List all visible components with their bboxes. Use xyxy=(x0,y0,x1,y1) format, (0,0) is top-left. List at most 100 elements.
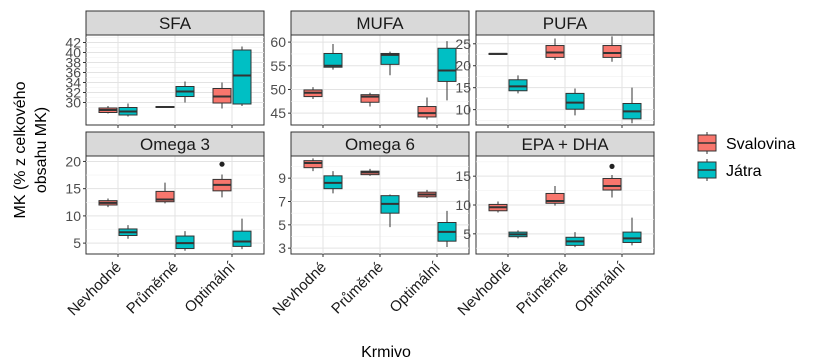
box-svalovina-0 xyxy=(303,87,323,99)
facet-strip xyxy=(475,131,655,157)
y-tick-label: 7 xyxy=(278,194,286,210)
y-tick-label: 15 xyxy=(455,80,471,96)
y-tick-label: 60 xyxy=(270,34,286,50)
x-tick-label: Nevhodné xyxy=(64,259,124,319)
box-svalovina-0 xyxy=(303,158,323,172)
y-tick-label: 15 xyxy=(65,181,81,197)
panel-epa-dha: 5 10 15 EPA + DHA xyxy=(455,131,655,257)
x-tick-label: Nevhodné xyxy=(454,259,514,319)
box-svalovina-0 xyxy=(488,52,508,55)
facet-strip-label: Omega 3 xyxy=(140,135,210,154)
box-svalovina-0 xyxy=(98,198,118,208)
y-tick-label: 20 xyxy=(65,153,81,169)
box-játra-1 xyxy=(175,81,195,103)
box-iqr xyxy=(545,45,565,58)
facet-strip xyxy=(290,131,470,157)
y-tick-label: 5 xyxy=(73,235,81,251)
y-tick-label: 10 xyxy=(455,102,471,118)
y-tick-label: 3 xyxy=(278,240,286,256)
box-iqr xyxy=(622,231,642,243)
box-játra-0 xyxy=(118,103,138,117)
x-tick-label: Optimální xyxy=(571,258,629,316)
y-tick-label: 40 xyxy=(65,45,81,61)
box-svalovina-1 xyxy=(360,168,380,176)
box-iqr xyxy=(380,52,400,65)
y-tick-label: 50 xyxy=(270,81,286,97)
y-tick-label: 38 xyxy=(65,55,81,71)
y-tick-label: 32 xyxy=(65,85,81,101)
panel-omega-3: 5 10 15 20 Omega 3 xyxy=(65,131,265,257)
y-tick-label: 55 xyxy=(270,58,286,74)
y-tick-label: 15 xyxy=(455,168,471,184)
legend: Svalovina Játra xyxy=(697,132,795,181)
panel-mufa: 45 50 55 60 MUFA xyxy=(270,10,470,128)
y-tick-label: 42 xyxy=(65,35,81,51)
box-játra-2 xyxy=(622,87,642,124)
box-svalovina-2 xyxy=(212,82,232,109)
box-svalovina-1 xyxy=(545,185,565,206)
facet-strip-label: PUFA xyxy=(543,14,588,33)
y-tick-label: 10 xyxy=(455,197,471,213)
x-tick-label: Optimální xyxy=(386,258,444,316)
x-axis-title: Krmivo xyxy=(361,344,411,361)
box-svalovina-2 xyxy=(602,163,622,198)
y-tick-label: 30 xyxy=(65,95,81,111)
x-tick-label: Průměrné xyxy=(328,259,387,318)
box-játra-1 xyxy=(380,194,400,228)
box-iqr xyxy=(323,52,343,68)
box-iqr xyxy=(360,94,380,103)
box-játra-0 xyxy=(118,225,138,239)
box-svalovina-1 xyxy=(155,182,175,204)
box-iqr xyxy=(545,192,565,204)
y-tick-label: 45 xyxy=(270,105,286,121)
box-játra-0 xyxy=(323,171,343,194)
x-tick-label: Optimální xyxy=(181,258,239,316)
facet-strip xyxy=(475,10,655,36)
x-tick-label: Průměrné xyxy=(123,259,182,318)
box-játra-0 xyxy=(508,230,528,239)
box-játra-0 xyxy=(508,75,528,94)
box-iqr xyxy=(232,230,252,247)
box-játra-2 xyxy=(437,41,457,101)
box-játra-2 xyxy=(232,46,252,106)
x-tick-label: Průměrné xyxy=(513,259,572,318)
box-játra-2 xyxy=(622,217,642,246)
box-játra-2 xyxy=(437,210,457,247)
panel-pufa: 10 15 20 25 PUFA xyxy=(455,10,655,128)
box-svalovina-0 xyxy=(98,106,118,114)
facet-strip-label: SFA xyxy=(159,14,192,33)
box-játra-1 xyxy=(565,232,585,248)
box-játra-1 xyxy=(380,51,400,76)
y-tick-label: 10 xyxy=(65,208,81,224)
facet-strip xyxy=(85,131,265,157)
y-tick-label: 9 xyxy=(278,170,286,186)
box-iqr xyxy=(232,49,252,105)
box-iqr xyxy=(303,160,323,169)
box-iqr xyxy=(437,47,457,82)
x-tick-label: Nevhodné xyxy=(269,259,329,319)
legend-label: Játra xyxy=(726,163,762,180)
y-tick-label: 25 xyxy=(455,36,471,52)
box-iqr xyxy=(508,79,528,92)
box-iqr xyxy=(565,92,585,110)
box-iqr xyxy=(155,190,175,203)
box-svalovina-2 xyxy=(212,161,232,198)
box-svalovina-2 xyxy=(602,36,622,62)
box-svalovina-2 xyxy=(417,189,437,198)
panel-omega-6: 3 5 7 9 Omega 6 xyxy=(278,131,470,257)
y-tick-label: 34 xyxy=(65,75,81,91)
y-axis-title-line-2: obsahu MK) xyxy=(33,107,50,193)
facet-strip-label: MUFA xyxy=(356,14,404,33)
box-svalovina-0 xyxy=(488,201,508,213)
outlier-point xyxy=(609,163,615,169)
legend-item-svalovina: Svalovina xyxy=(697,132,795,154)
facet-strip xyxy=(290,10,470,36)
box-játra-1 xyxy=(565,88,585,116)
box-svalovina-1 xyxy=(155,106,175,108)
box-játra-1 xyxy=(175,231,195,251)
outlier-point xyxy=(219,161,225,167)
facet-strip-label: EPA + DHA xyxy=(521,135,609,154)
